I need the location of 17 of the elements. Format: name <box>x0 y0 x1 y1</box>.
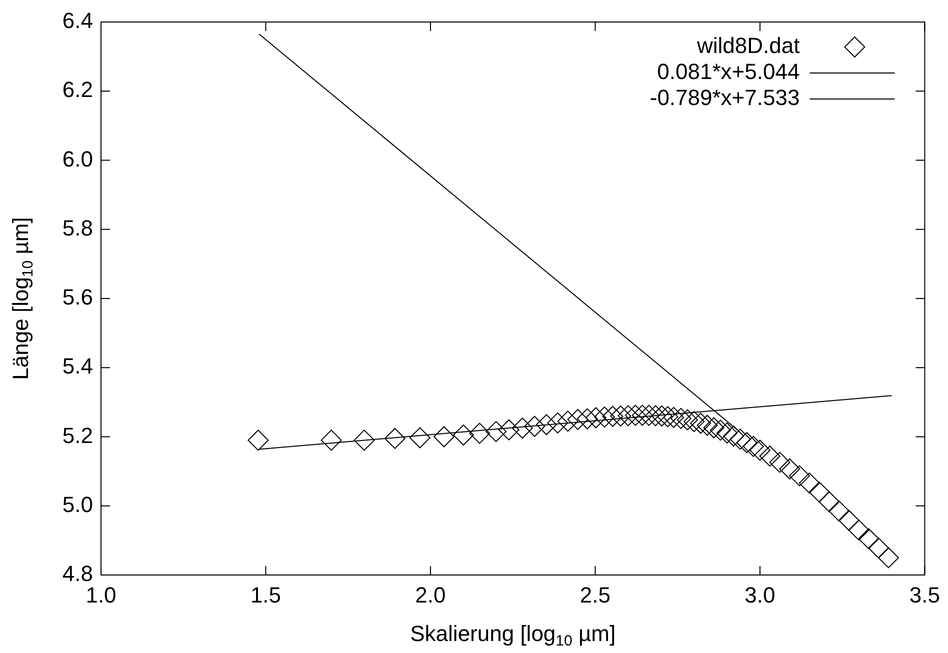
x-tick-label: 1.5 <box>250 582 282 608</box>
y-tick-label: 6.2 <box>62 77 93 102</box>
y-tick-label: 5.2 <box>62 422 93 448</box>
legend-label: 0.081*x+5.044 <box>657 59 800 84</box>
x-tick-label: 2.5 <box>580 582 611 608</box>
x-tick-label: 2.0 <box>415 582 446 608</box>
x-tick-label: 3.5 <box>909 582 940 608</box>
y-tick-label: 5.4 <box>62 354 93 379</box>
y-tick-label: 5.6 <box>62 284 93 310</box>
x-tick-label: 3.0 <box>744 582 776 608</box>
legend-label: -0.789*x+7.533 <box>650 85 800 110</box>
legend-label: wild8D.dat <box>696 33 800 58</box>
y-tick-label: 6.4 <box>62 8 93 34</box>
y-tick-label: 6.0 <box>62 146 93 172</box>
y-tick-label: 5.0 <box>62 492 93 517</box>
y-tick-label: 5.8 <box>62 215 93 240</box>
y-axis-title: Länge [log10 µm] <box>8 217 37 380</box>
